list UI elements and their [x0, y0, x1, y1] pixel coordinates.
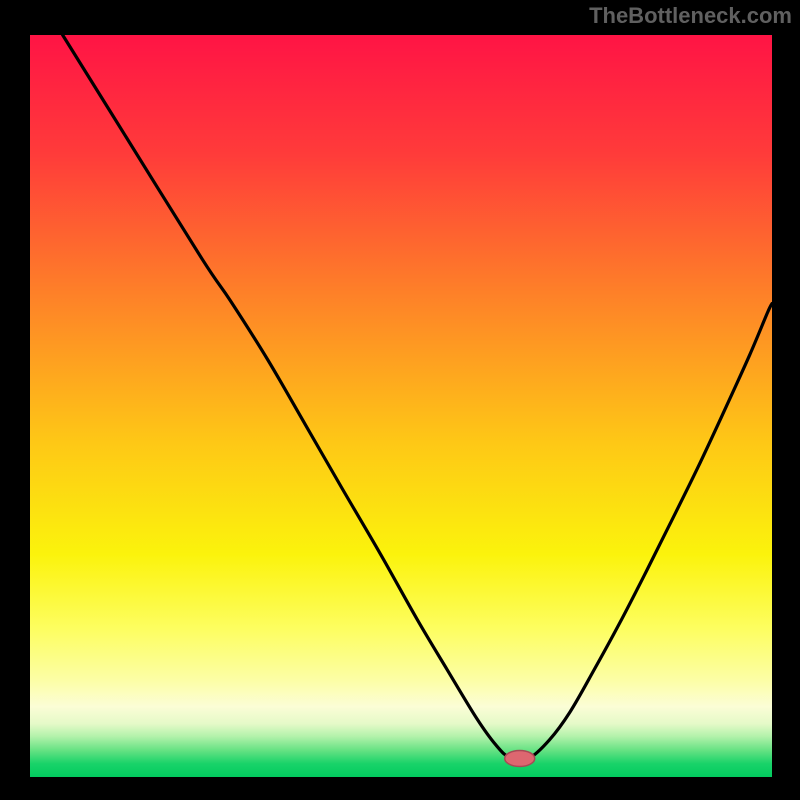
plot-area [30, 35, 772, 777]
minimum-marker [505, 750, 535, 766]
chart-container [23, 28, 779, 784]
bottleneck-curve [30, 35, 772, 777]
watermark-text: TheBottleneck.com [589, 3, 792, 29]
curve-path [63, 35, 772, 760]
